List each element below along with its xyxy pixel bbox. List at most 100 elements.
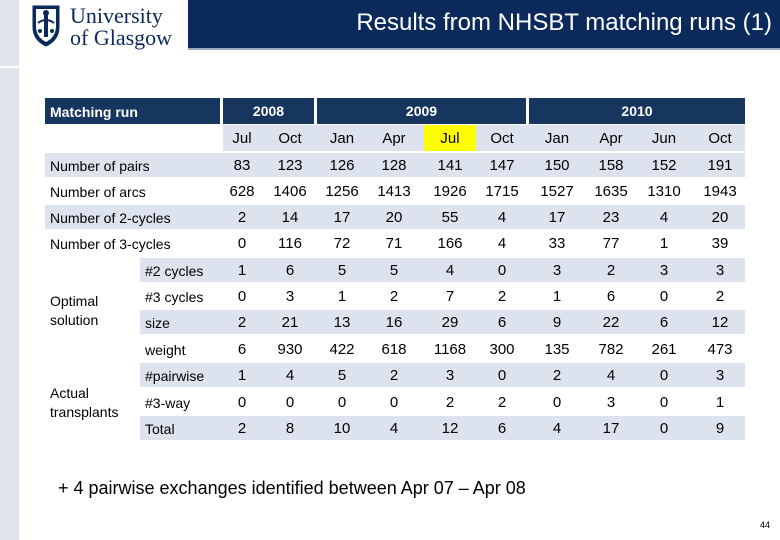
row-label: Total: [145, 421, 175, 437]
table-cell: 1926: [433, 183, 467, 200]
header-rule: [188, 48, 780, 50]
table-cell: 1: [659, 235, 669, 252]
table-cell: 2: [237, 209, 247, 226]
table-cell: 4: [552, 420, 562, 437]
table-cell: 3: [715, 367, 725, 384]
table-cell: 9: [715, 420, 725, 437]
table-cell: 71: [385, 235, 403, 252]
table-cell: 4: [445, 262, 455, 279]
page-title: Results from NHSBT matching runs (1): [356, 9, 772, 36]
table-cell: 20: [711, 209, 729, 226]
table-cell: 3: [285, 288, 295, 305]
table-cell: 12: [441, 420, 459, 437]
table-cell: 3: [659, 262, 669, 279]
table-cell: 20: [385, 209, 403, 226]
table-cell: 135: [544, 341, 570, 358]
logo-line-1: University: [70, 3, 163, 28]
month-label: Oct: [278, 130, 302, 147]
table-cell: 782: [598, 341, 624, 358]
page-number: 44: [759, 520, 770, 530]
table-cell: 1527: [540, 183, 574, 200]
table-cell: 5: [337, 367, 347, 384]
table-cell: 126: [329, 157, 355, 174]
table-cell: 0: [237, 235, 247, 252]
table-cell: 158: [598, 157, 624, 174]
table-cell: 22: [602, 314, 620, 331]
month-label: Oct: [708, 130, 732, 147]
row-label: weight: [145, 342, 186, 358]
table-cell: 6: [285, 262, 295, 279]
table-cell: 2: [497, 288, 507, 305]
university-logo: University of Glasgow: [28, 3, 188, 50]
table-cell: 1: [715, 394, 725, 411]
table-cell: 166: [437, 235, 463, 252]
table-cell: 3: [606, 394, 616, 411]
table-cell: 1: [237, 262, 247, 279]
table-cell: 39: [711, 235, 729, 252]
row-label: Number of 2-cycles: [50, 210, 171, 226]
table-cell: 0: [285, 394, 295, 411]
table-cell: 1715: [485, 183, 519, 200]
month-label: Jan: [544, 130, 570, 147]
table-cell: 13: [333, 314, 351, 331]
table-cell: 6: [237, 341, 247, 358]
month-label: Apr: [599, 130, 623, 147]
month-label: Apr: [382, 130, 406, 147]
year-label: 2008: [252, 103, 285, 119]
table-cell: 261: [651, 341, 677, 358]
year-header-2009: 2009: [317, 98, 526, 124]
table-cell: 1413: [377, 183, 411, 200]
group-label-optimal: Optimal solution: [50, 293, 99, 328]
logo-line-2: of Glasgow: [70, 25, 173, 50]
table-cell: 77: [602, 235, 620, 252]
table-cell: 1943: [703, 183, 737, 200]
table-cell: 473: [707, 341, 733, 358]
table-cell: 0: [659, 394, 669, 411]
table-cell: 2: [606, 262, 616, 279]
year-header-2008: 2008: [223, 98, 314, 124]
table-cell: 618: [381, 341, 407, 358]
table-cell: 0: [659, 288, 669, 305]
month-label: Jan: [329, 130, 355, 147]
table-cell: 4: [389, 420, 399, 437]
table-cell: 628: [229, 183, 255, 200]
table-cell: 0: [389, 394, 399, 411]
highlight-jul-2009: [424, 125, 476, 151]
results-table: Matching run 2008 2009 2010 Optimal solu…: [45, 98, 745, 440]
group-label-actual: Actual transplants: [50, 385, 119, 420]
table-cell: 1: [237, 367, 247, 384]
table-cell: 6: [497, 420, 507, 437]
table-cell: 4: [606, 367, 616, 384]
year-label: 2010: [621, 103, 653, 119]
table-cell: 17: [333, 209, 351, 226]
table-cell: 0: [497, 367, 507, 384]
table-cell: 150: [544, 157, 570, 174]
table-cell: 3: [445, 367, 455, 384]
table-cell: 23: [602, 209, 620, 226]
table-cell: 4: [497, 209, 507, 226]
left-decorative-bar: [0, 0, 19, 540]
table-cell: 0: [659, 367, 669, 384]
row-band: [140, 258, 745, 282]
table-cell: 6: [659, 314, 669, 331]
table-cell: 7: [445, 288, 455, 305]
row-label: #3 cycles: [145, 289, 204, 305]
row-band: [140, 416, 745, 440]
table-cell: 1256: [325, 183, 359, 200]
table-cell: 16: [385, 314, 403, 331]
table-cell: 17: [548, 209, 566, 226]
table-cell: 2: [497, 394, 507, 411]
table-cell: 123: [277, 157, 303, 174]
row-band: [45, 205, 745, 229]
corner-header: Matching run: [45, 98, 220, 124]
table-cell: 1406: [273, 183, 307, 200]
row-label: Number of 3-cycles: [50, 236, 171, 252]
table-cell: 72: [333, 235, 351, 252]
table-cell: 128: [381, 157, 407, 174]
table-cell: 3: [552, 262, 562, 279]
header-bar: Results from NHSBT matching runs (1): [188, 0, 780, 48]
table-cell: 4: [497, 235, 507, 252]
table-cell: 0: [552, 394, 562, 411]
row-band: [140, 363, 745, 387]
month-label: Oct: [490, 130, 514, 147]
